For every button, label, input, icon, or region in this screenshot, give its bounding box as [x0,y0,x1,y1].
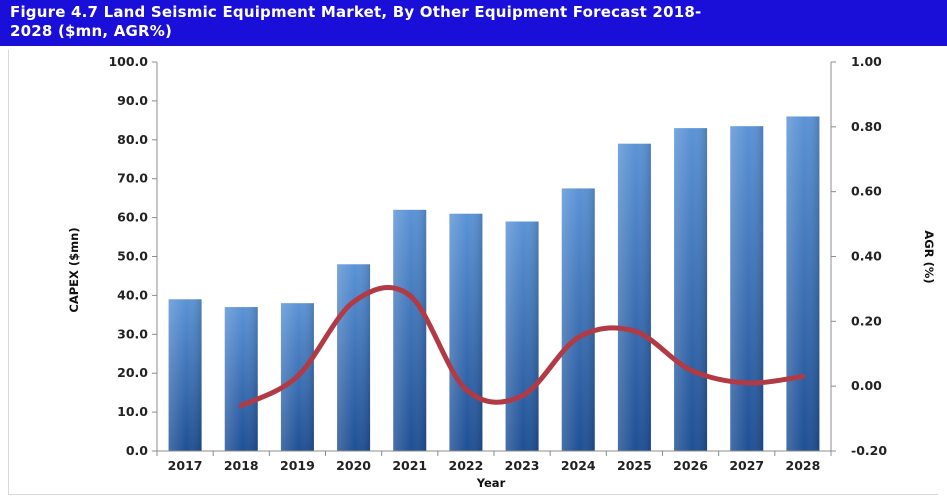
left-tick-label: 40.0 [117,287,148,302]
bar-shade-2022 [449,213,483,451]
x-tick-label: 2024 [561,458,596,473]
left-tick-label: 50.0 [117,249,148,264]
left-tick-label: 80.0 [117,132,148,147]
x-tick-label: 2021 [392,458,427,473]
agr-line-series [238,285,806,409]
x-tick-label: 2025 [617,458,652,473]
x-tick-label: 2019 [280,458,315,473]
bar-shade-2024 [561,188,595,452]
chart-frame [8,50,938,495]
right-tick-label: 0.40 [851,249,882,264]
right-tick-label: -0.20 [851,443,887,458]
x-tick-label: 2018 [224,458,259,473]
x-tick-label: 2022 [449,458,484,473]
left-tick-label: 70.0 [117,171,148,186]
right-tick-label: 1.00 [851,54,882,69]
bar-shade-2028 [786,116,820,452]
x-tick-label: 2017 [168,458,203,473]
bar-shade-2018 [224,307,258,451]
x-tick-label: 2028 [786,458,821,473]
bar-shade-2023 [505,221,539,451]
left-tick-label: 0.0 [126,443,148,458]
left-axis-title: CAPEX ($mn) [67,227,81,312]
x-axis-ticks: 2017 2018 2019 2020 2021 2022 2023 2024 2025 2026… [156,451,832,473]
right-tick-label: 0.00 [851,378,882,393]
bar-shade-2027 [730,126,764,451]
right-tick-label: 0.80 [851,119,882,134]
left-axis-ticks: 0.0 10.0 20.0 30.0 40.0 50.0 60.0 70.0 80.0 90.0 1… [108,54,157,458]
right-axis-title: AGR (%) [922,230,936,283]
x-tick-label: 2027 [729,458,764,473]
x-tick-label: 2023 [505,458,540,473]
bar-shade-2025 [617,143,651,451]
left-tick-label: 10.0 [117,404,148,419]
x-axis-title: Year [476,476,506,490]
left-tick-label: 30.0 [117,326,148,341]
title-bar: Figure 4.7 Land Seismic Equipment Market… [0,0,947,46]
bar-shade-2021 [393,209,427,451]
chart-title-line-2: 2028 ($mn, AGR%) [10,22,173,40]
bar-shade-2026 [674,128,708,451]
right-tick-label: 0.60 [851,184,882,199]
x-tick-label: 2020 [336,458,371,473]
right-axis-ticks: -0.20 0.00 0.20 0.40 0.60 0.80 1.00 [831,54,887,458]
bar-series [168,116,820,452]
left-tick-label: 100.0 [108,54,148,69]
agr-line [238,285,806,409]
axes [156,62,832,452]
left-tick-label: 90.0 [117,93,148,108]
chart-title-line-1: Figure 4.7 Land Seismic Equipment Market… [10,3,702,21]
right-tick-label: 0.20 [851,313,882,328]
left-tick-label: 20.0 [117,365,148,380]
x-tick-label: 2026 [673,458,708,473]
left-tick-label: 60.0 [117,210,148,225]
bar-shade-2017 [168,299,202,451]
